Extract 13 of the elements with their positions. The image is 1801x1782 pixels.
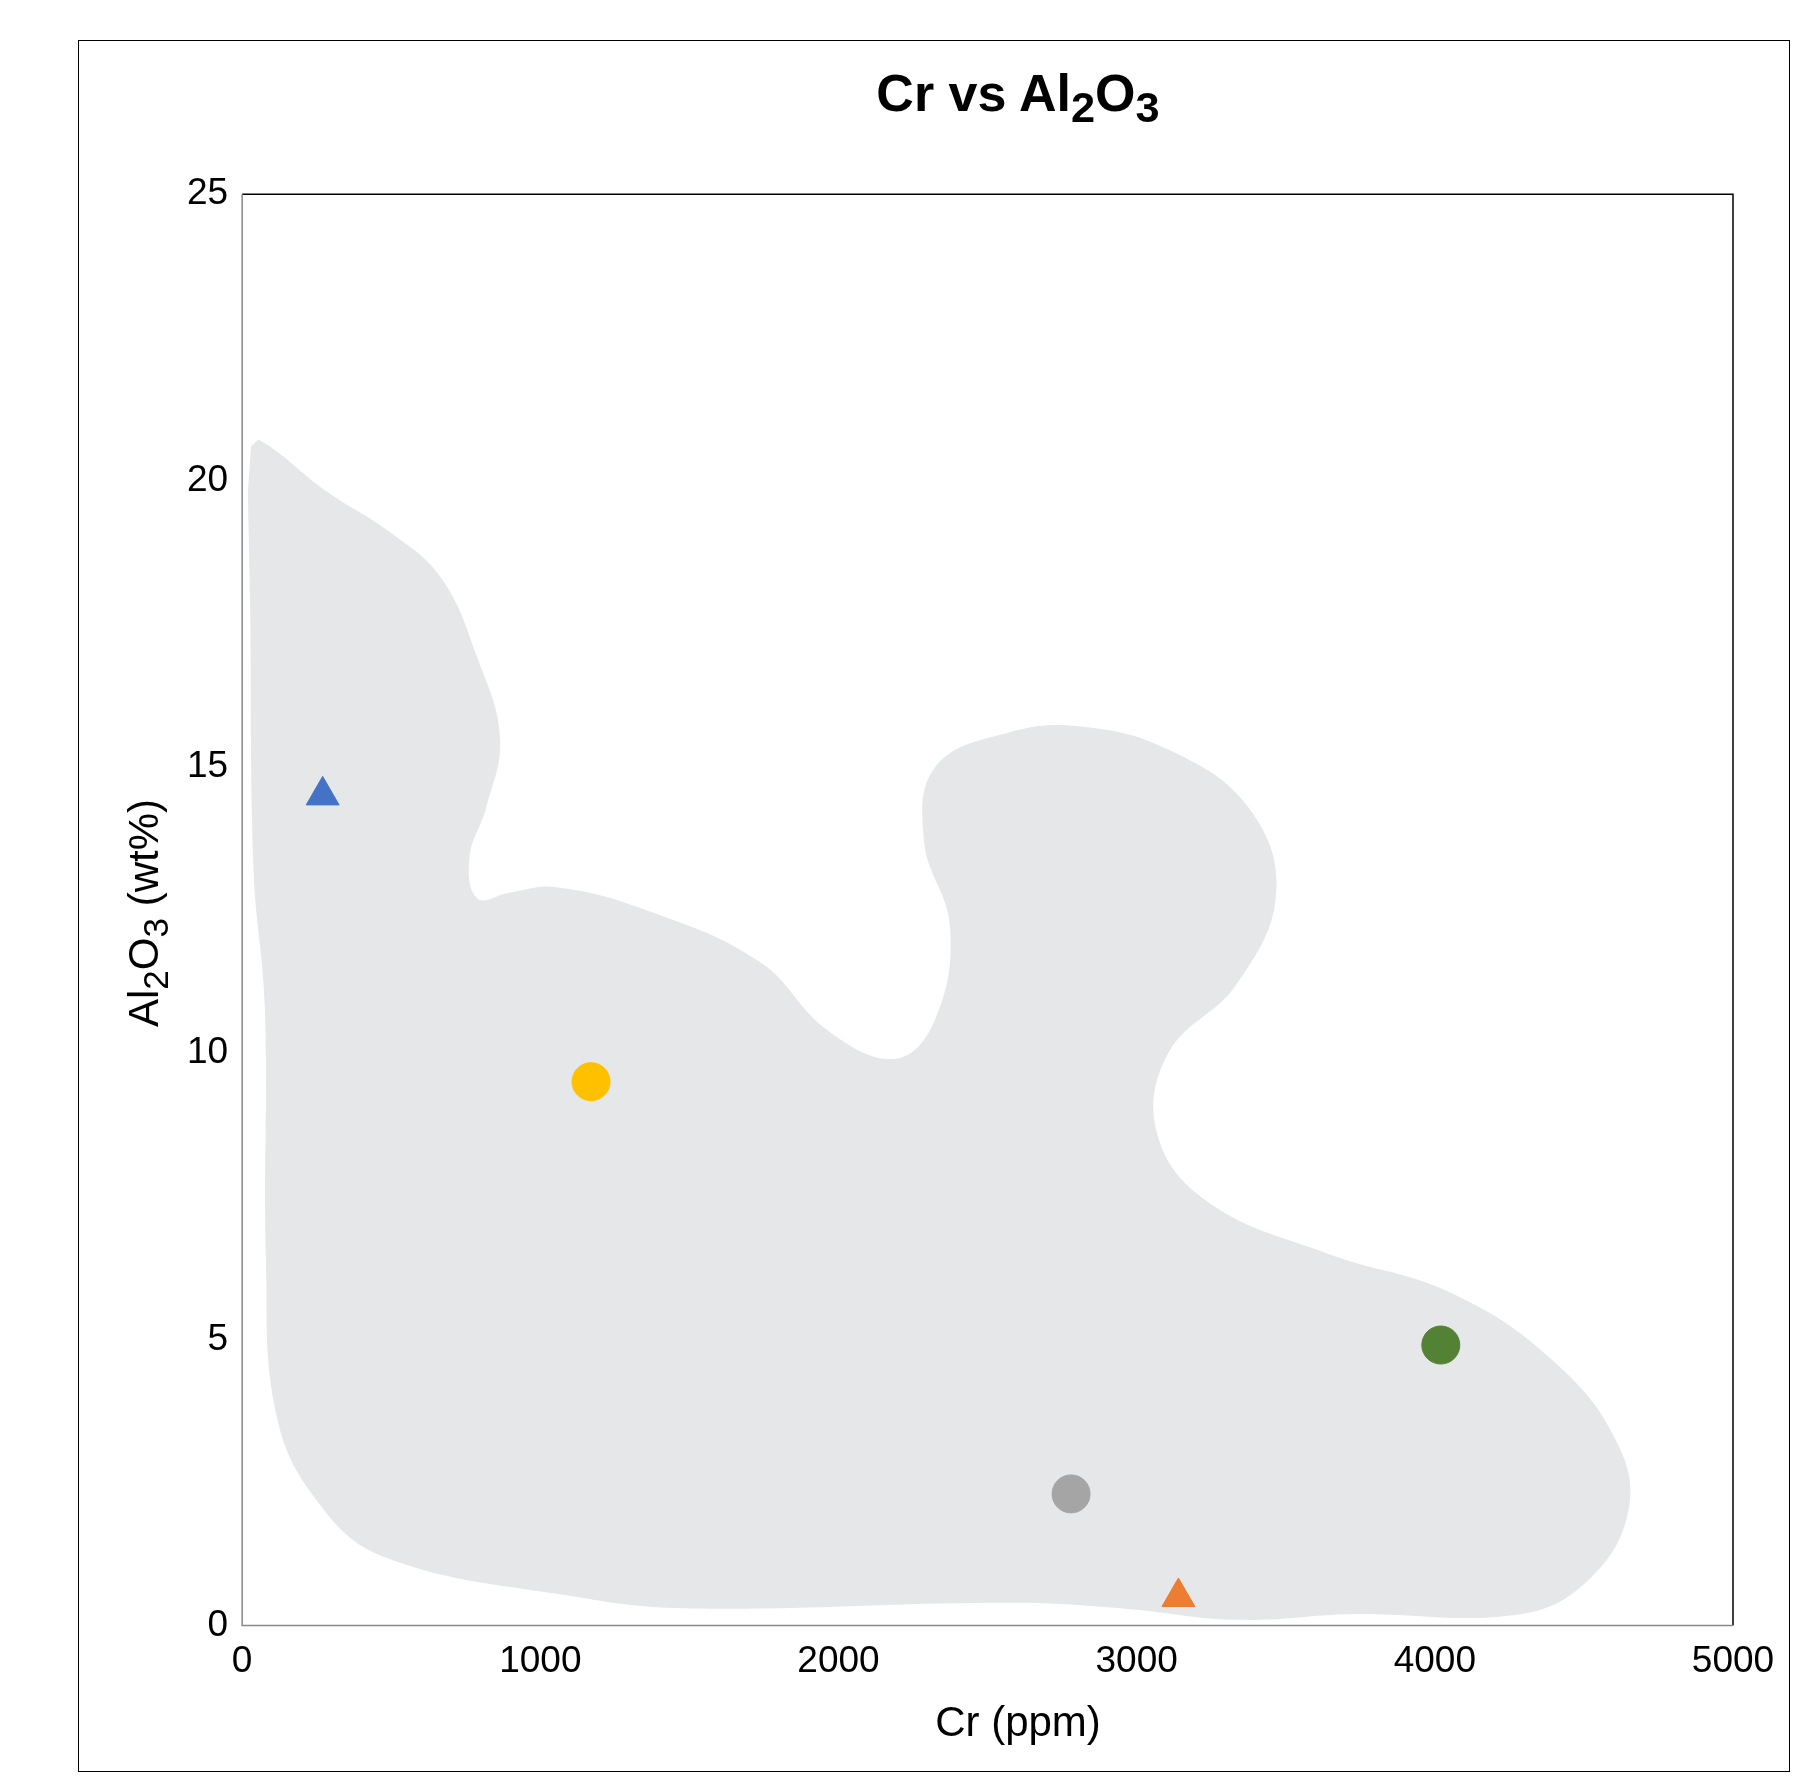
y-tick-label: 10 [187, 1030, 229, 1072]
x-tick-label: 2000 [797, 1639, 880, 1680]
x-tick-label: 1000 [499, 1639, 582, 1680]
y-tick-label: 20 [187, 457, 229, 499]
chart-title: Cr vs Al$_{2}$O$_{3}$ [875, 63, 1161, 133]
y-tick-label: 25 [187, 171, 229, 213]
y-tick-label: 5 [207, 1316, 229, 1358]
y-tick-label: 0 [207, 1602, 229, 1644]
y-tick-label: 15 [187, 743, 229, 785]
x-tick-label: 5000 [1691, 1639, 1775, 1680]
x-tick-label: 3000 [1095, 1639, 1178, 1680]
x-tick-label: 4000 [1393, 1639, 1476, 1680]
x-axis-title: Cr (ppm) [934, 1698, 1102, 1746]
